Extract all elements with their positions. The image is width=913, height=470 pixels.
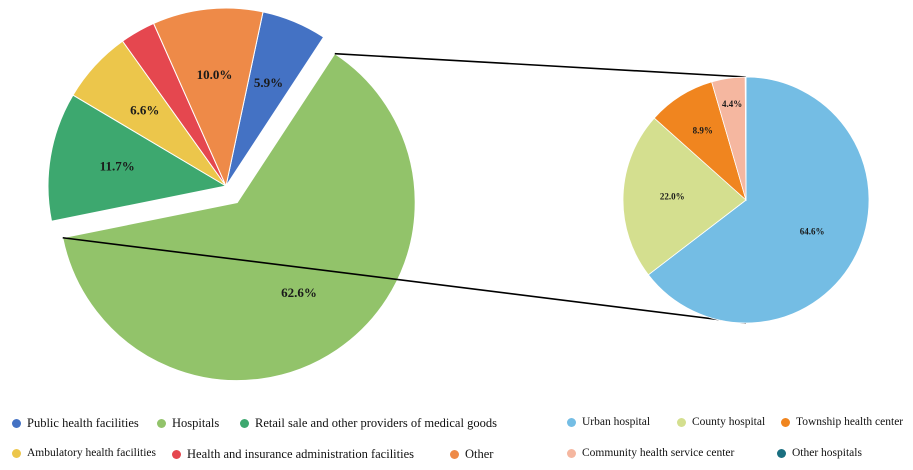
legend-item-other-hospitals: Other hospitals — [777, 447, 862, 459]
right-slice-label-county-hospital: 22.0% — [660, 191, 685, 201]
right-slice-urban-hospital — [647, 76, 870, 324]
legend-item-hospitals: Hospitals — [157, 416, 219, 431]
right-slice-label-urban-hospital: 64.6% — [800, 227, 825, 237]
legend-item-county-hospital: County hospital — [677, 416, 765, 428]
legend-label: Other — [465, 447, 494, 461]
legend-marker — [172, 450, 181, 459]
connector-top-line — [334, 52, 747, 78]
legend-label: Urban hospital — [582, 416, 651, 428]
legend-marker — [781, 417, 790, 427]
left-slice-hospitals — [62, 52, 416, 382]
legend-label: Retail sale and other providers of medic… — [255, 416, 497, 430]
left-slice-label-retail-sale-and-other-providers-of-medical-goods: 11.7% — [100, 158, 135, 173]
left-slice-retail-sale-and-other-providers-of-medical-goods — [47, 94, 228, 222]
legend-item-retail-sale-and-other-providers-of-medical-goods: Retail sale and other providers of medic… — [240, 416, 497, 431]
right-slice-county-hospital — [622, 117, 747, 276]
legend-item-community-health-service-center: Community health service center — [567, 447, 734, 459]
hospitals-breakdown-pie: 5.9% 62.6% 11.7% 6.6% 10.0% — [47, 7, 416, 382]
legend-marker — [567, 448, 576, 458]
chart-canvas: 5.9% 62.6% 11.7% 6.6% 10.0% 64.6% 22.0% 8.9% 4.… — [47, 7, 870, 382]
legend-marker — [240, 419, 249, 428]
left-slice-label-ambulatory-health-facilities: 6.6% — [130, 102, 159, 117]
legend-label: Hospitals — [172, 416, 220, 430]
legend-item-township-health-center: Township health center — [781, 416, 903, 428]
legend-label: Ambulatory health facilities — [27, 447, 157, 459]
hospital-types-pie: 64.6% 22.0% 8.9% 4.4% — [622, 76, 870, 324]
left-slice-other — [152, 7, 264, 188]
left-slice-label-public-health-facilities: 5.9% — [254, 75, 283, 90]
connector-bottom-line — [62, 236, 747, 324]
legend-item-ambulatory-health-facilities: Ambulatory health facilities — [12, 447, 156, 459]
legend-marker — [12, 448, 21, 458]
legend-label: Public health facilities — [27, 416, 139, 430]
right-slice-label-township-health-center: 8.9% — [693, 125, 713, 135]
legend-item-health-and-insurance-administration-facilities: Health and insurance administration faci… — [172, 447, 414, 462]
legend-marker — [12, 419, 21, 428]
legend-label: Other hospitals — [792, 447, 862, 459]
legend-label: Township health center — [796, 416, 904, 428]
left-slice-label-other: 10.0% — [197, 67, 233, 82]
left-slice-label-hospitals: 62.6% — [281, 285, 317, 300]
legend-item-public-health-facilities: Public health facilities — [12, 416, 139, 431]
legend-label: County hospital — [692, 416, 766, 428]
legend-marker — [157, 419, 166, 428]
right-slice-label-community-health-service-center: 4.4% — [722, 99, 742, 109]
legend-marker — [450, 450, 459, 459]
right-slice-other-hospitals — [744, 76, 747, 201]
explode-connector-lines — [62, 52, 747, 324]
legend-item-other: Other — [450, 447, 493, 462]
legend-marker — [567, 417, 576, 427]
legend-marker — [677, 417, 686, 427]
legend-marker — [777, 448, 786, 458]
legend-item-urban-hospital: Urban hospital — [567, 416, 650, 428]
legend-label: Health and insurance administration faci… — [187, 447, 415, 461]
legend-label: Community health service center — [582, 447, 735, 459]
